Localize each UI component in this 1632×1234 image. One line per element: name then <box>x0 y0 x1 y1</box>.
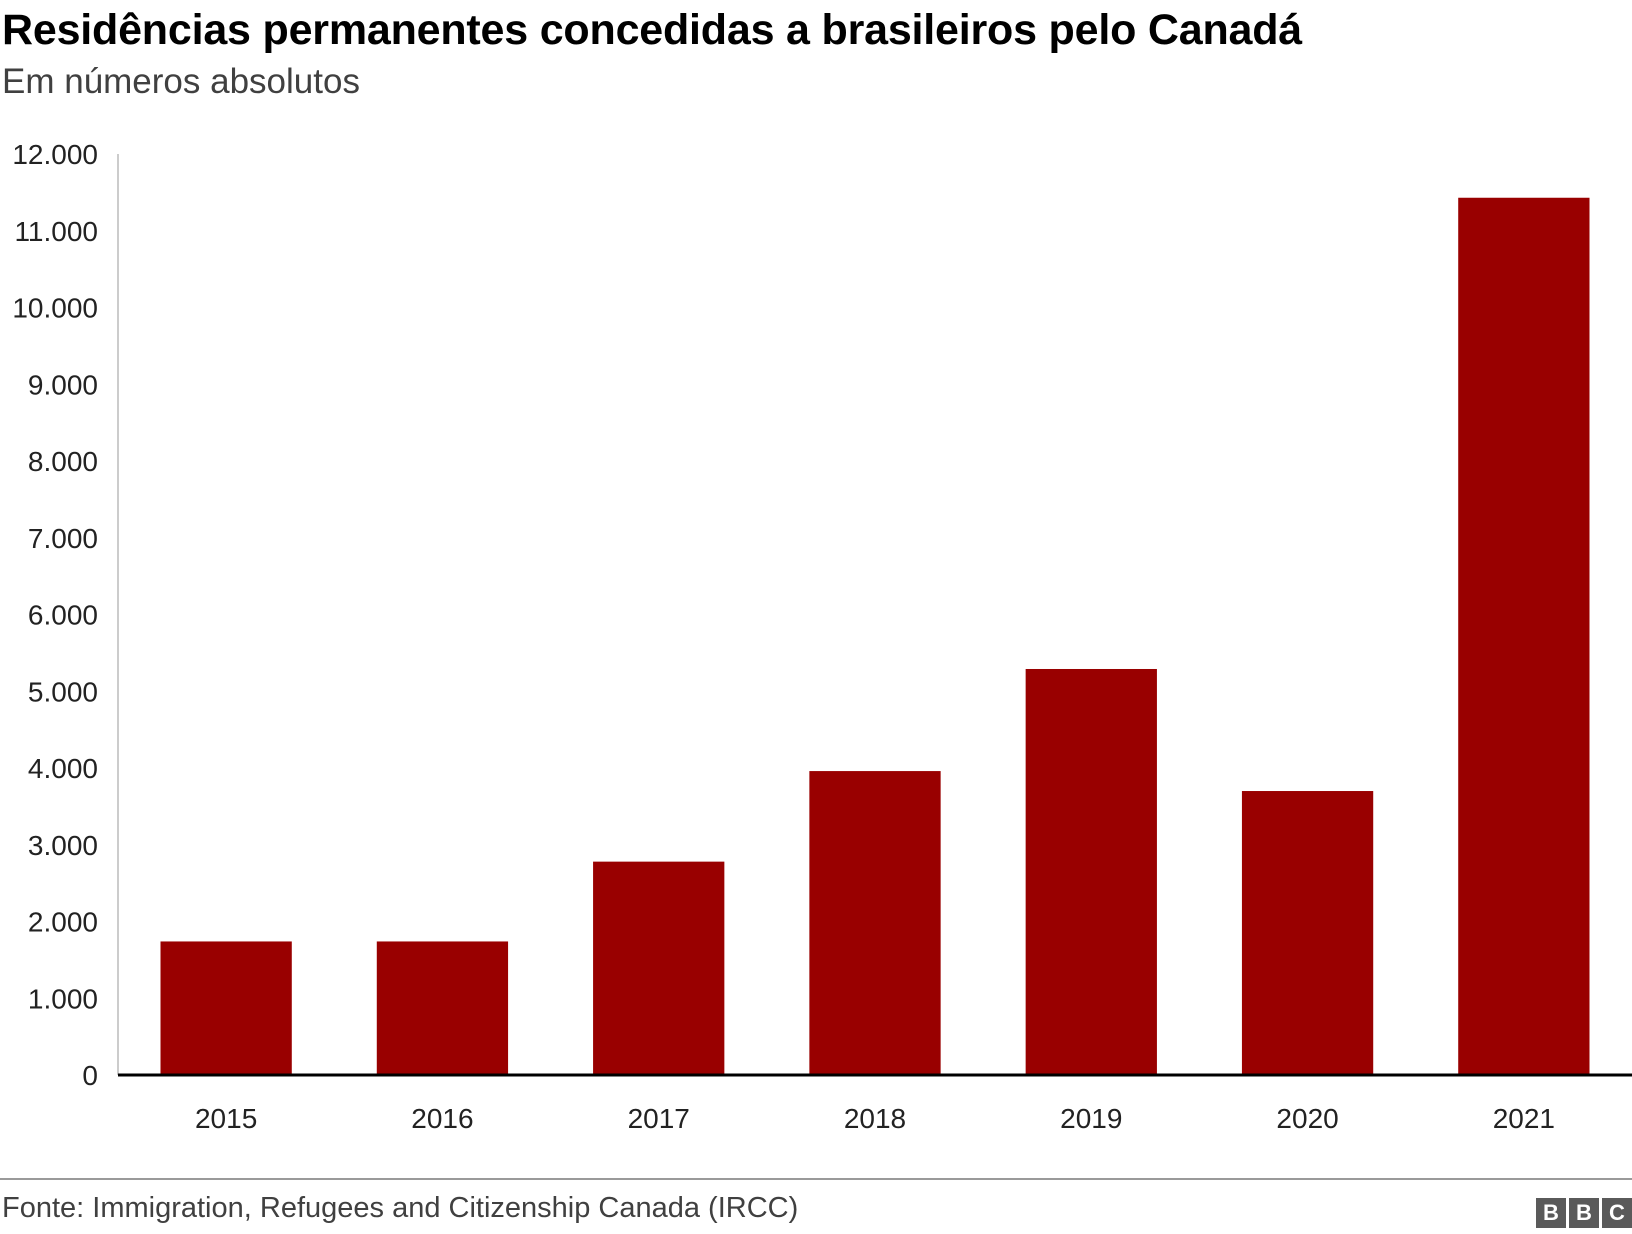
bbc-logo: B B C <box>1536 1198 1632 1228</box>
x-tick-label: 2021 <box>1493 1103 1555 1134</box>
bar-2019 <box>1025 668 1157 1075</box>
y-axis-ticks: 0 1.000 2.000 3.000 4.000 5.000 6.000 7.000 8.00… <box>12 139 98 1091</box>
logo-letter: C <box>1602 1198 1632 1228</box>
x-tick-label: 2018 <box>844 1103 906 1134</box>
x-tick-label: 2019 <box>1060 1103 1122 1134</box>
y-tick-label: 4.000 <box>28 753 98 784</box>
y-tick-label: 1.000 <box>28 983 98 1014</box>
chart-title: Residências permanentes concedidas a bra… <box>2 6 1303 54</box>
bar-2020 <box>1241 791 1374 1075</box>
bar-2017 <box>593 861 725 1075</box>
chart-subtitle: Em números absolutos <box>2 62 360 101</box>
logo-letter: B <box>1569 1198 1599 1228</box>
y-tick-label: 0 <box>82 1060 98 1091</box>
bars-group <box>160 197 1590 1075</box>
y-tick-label: 3.000 <box>28 830 98 861</box>
y-tick-label: 2.000 <box>28 907 98 938</box>
footer-divider <box>0 1178 1632 1180</box>
x-axis-ticks: 2015 2016 2017 2018 2019 2020 2021 <box>195 1103 1555 1134</box>
x-tick-label: 2020 <box>1276 1103 1338 1134</box>
x-tick-label: 2016 <box>411 1103 473 1134</box>
bar-2015 <box>160 941 292 1075</box>
y-tick-label: 12.000 <box>12 139 98 170</box>
bar-2016 <box>376 941 509 1075</box>
bar-2018 <box>809 771 941 1075</box>
y-tick-label: 7.000 <box>28 523 98 554</box>
y-tick-label: 10.000 <box>12 293 98 324</box>
bar-2021 <box>1458 197 1590 1075</box>
logo-letter: B <box>1536 1198 1566 1228</box>
y-tick-label: 9.000 <box>28 369 98 400</box>
bar-chart: 0 1.000 2.000 3.000 4.000 5.000 6.000 7.000 8.00… <box>12 139 1632 1134</box>
x-tick-label: 2015 <box>195 1103 257 1134</box>
y-tick-label: 6.000 <box>28 600 98 631</box>
y-tick-label: 8.000 <box>28 446 98 477</box>
source-note: Fonte: Immigration, Refugees and Citizen… <box>2 1192 799 1224</box>
y-tick-label: 11.000 <box>14 216 98 247</box>
x-tick-label: 2017 <box>628 1103 690 1134</box>
y-tick-label: 5.000 <box>28 676 98 707</box>
